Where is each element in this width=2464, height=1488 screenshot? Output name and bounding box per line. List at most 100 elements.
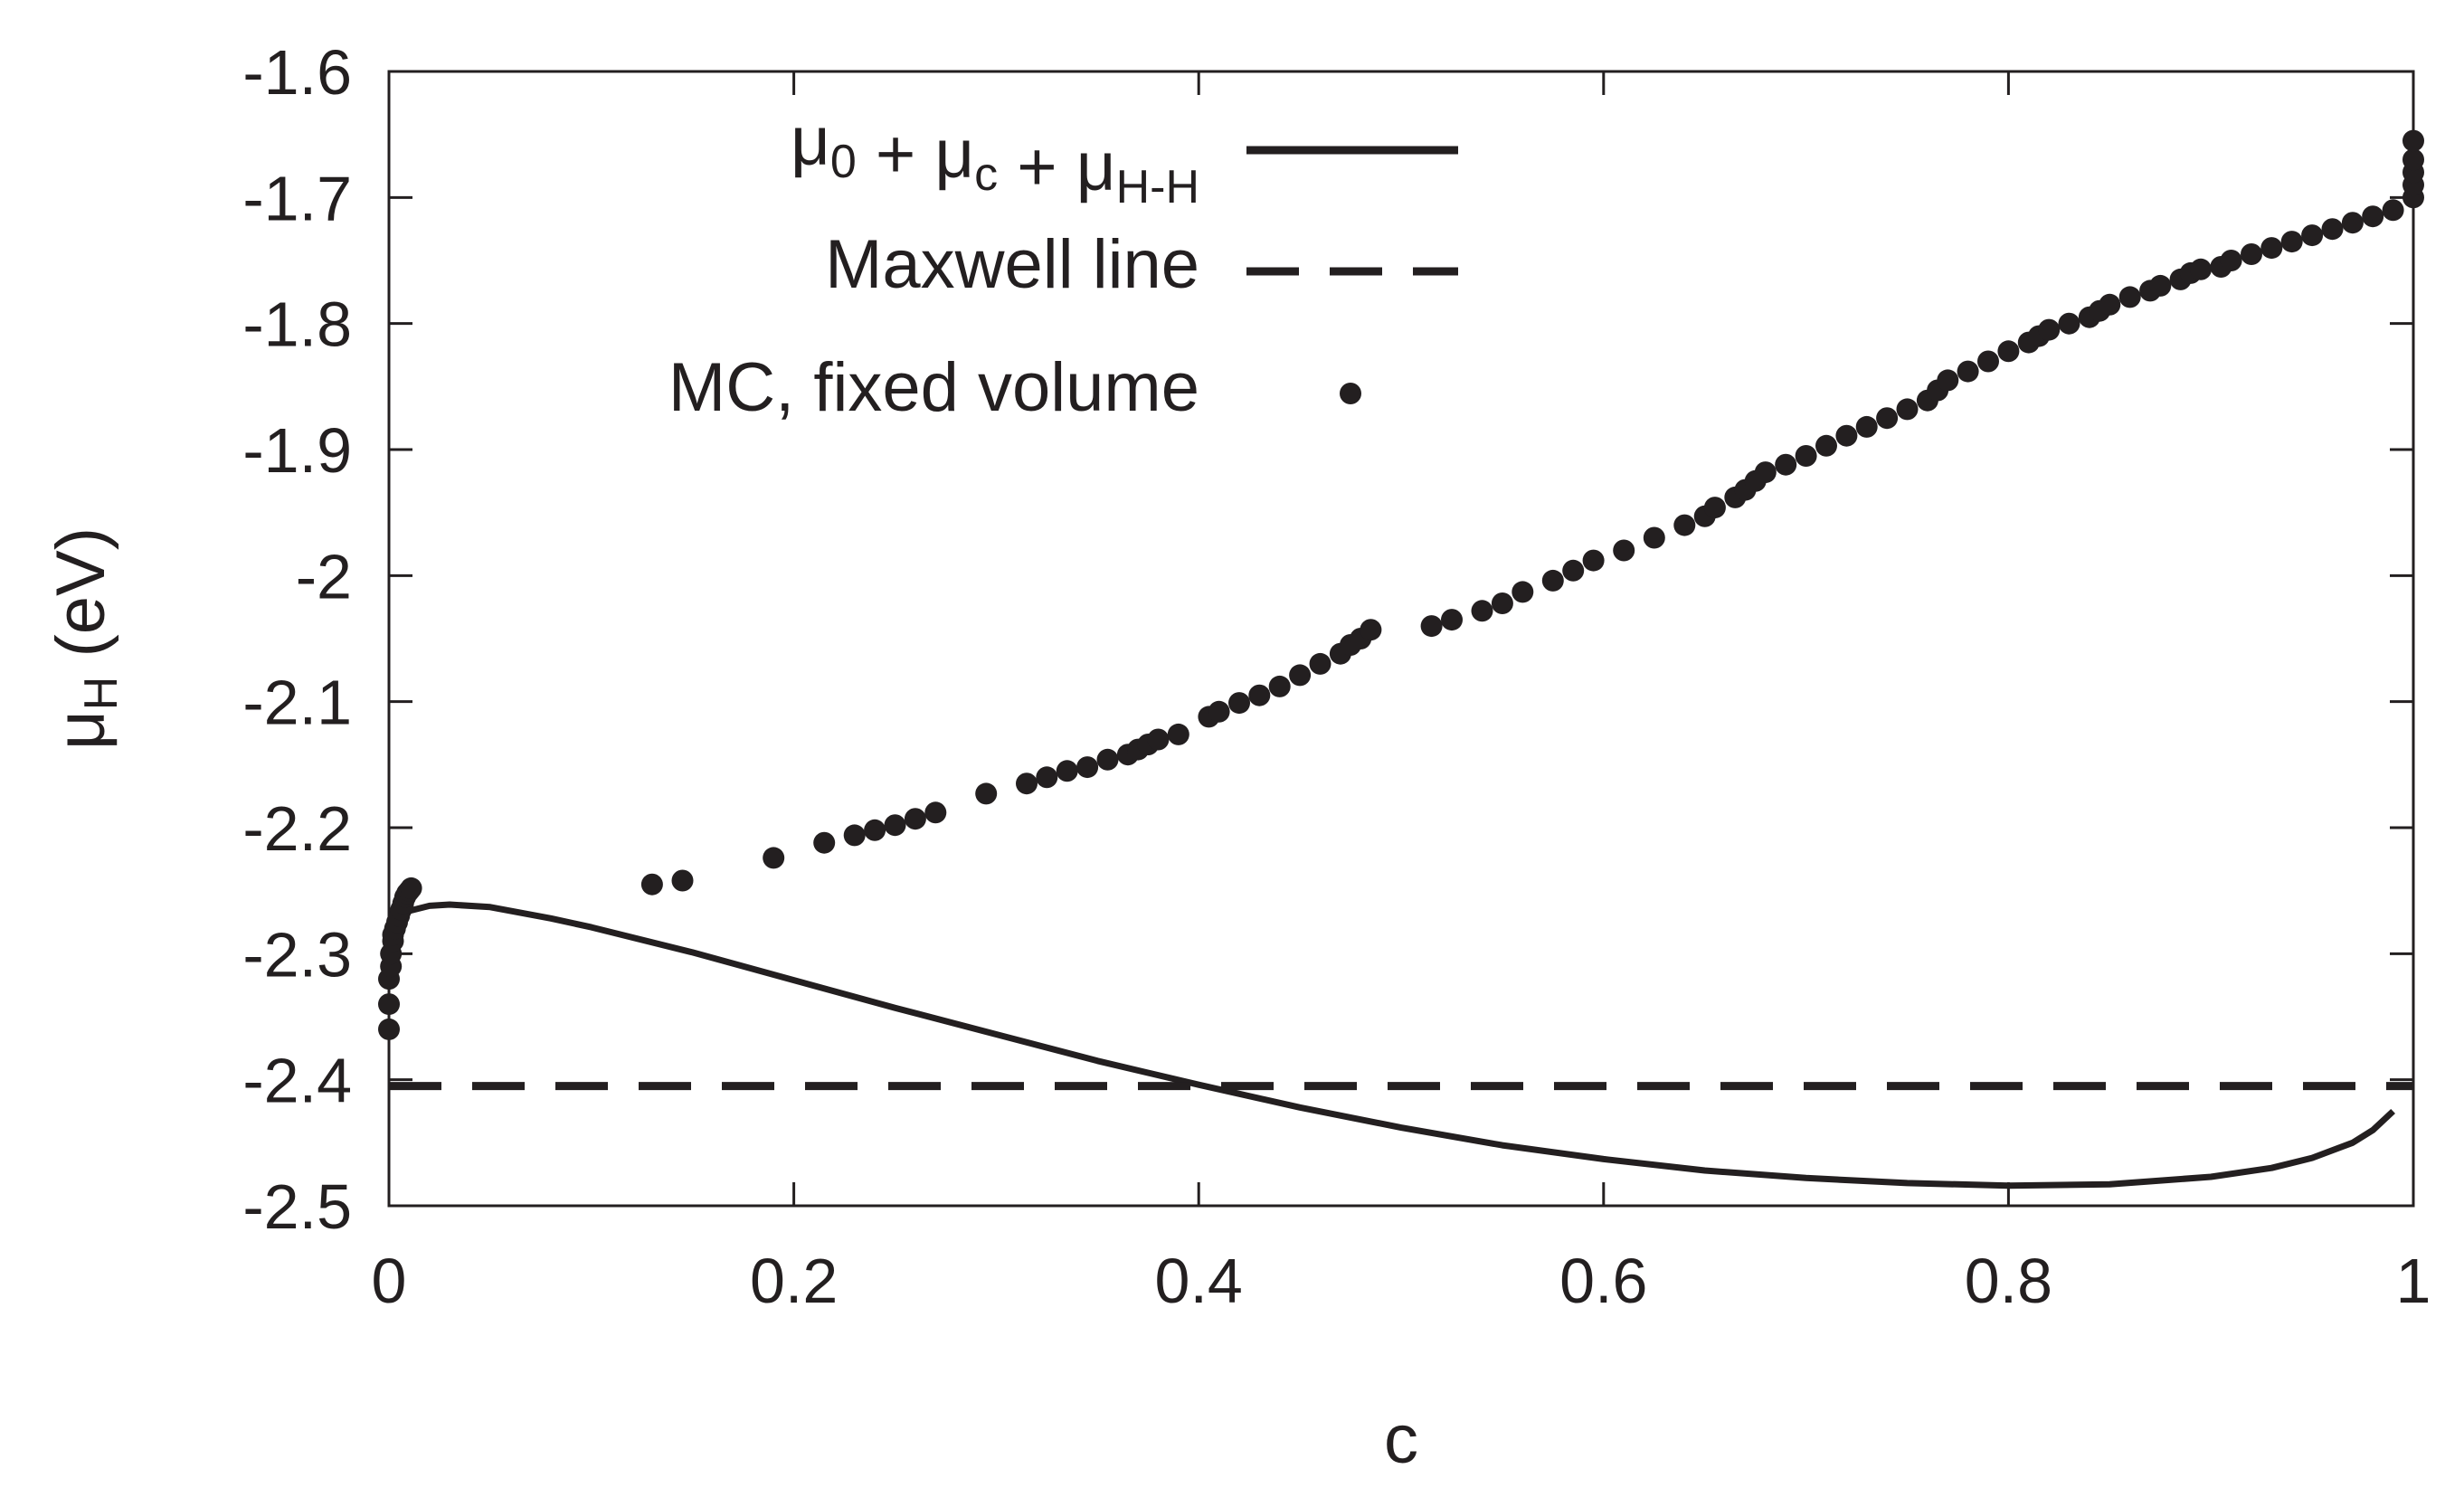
mc-data-point [2341,212,2364,234]
mc-data-point [2301,224,2324,247]
x-tick-label: 0.8 [1965,1246,2052,1316]
mc-data-point [1360,619,1382,641]
mc-data-point [640,873,663,896]
mc-data-point [843,824,866,847]
mc-data-point [1541,569,1564,592]
mc-data-point [1977,350,1999,373]
mc-data-point [1420,615,1443,638]
mc-data-point [2260,237,2283,260]
mc-data-point [1613,539,1635,562]
y-tick-label: -2.4 [242,1046,352,1116]
mc-data-point [1208,700,1230,723]
legend-label-part: + μ [998,128,1115,205]
y-tick-label: -2 [296,541,352,611]
series-layer [378,129,2424,1189]
mc-data-point [1643,526,1665,549]
x-tick-label: 1 [2396,1246,2431,1316]
mc-data-point [1471,600,1493,622]
y-tick-label: -1.7 [242,163,352,233]
legend: μ0 + μc + μH-H Maxwell line MC, fixed vo… [668,103,1458,426]
mc-data-point [1754,461,1777,484]
x-tick-label: 0.6 [1559,1246,1647,1316]
x-tick-label: 0.2 [750,1246,838,1316]
legend-label-part: μ [791,103,830,180]
y-tick-labels: -2.5 -2.4 -2.3 -2.2 -2.1 -2 -1.9 -1.8 -1.7 -1.6 [242,37,352,1242]
mc-data-point [1167,723,1189,745]
mc-data-point [1855,415,1878,438]
mc-data-point [2099,293,2121,316]
mc-data-point [2321,218,2344,241]
legend-label-part: + μ [857,116,974,193]
mc-data-point [904,808,926,830]
legend-label-subscript: H-H [1116,161,1199,213]
mc-data-point [975,782,998,805]
mc-data-point [2190,258,2212,280]
mc-data-point [1673,514,1696,536]
y-tick-label: -2.2 [242,793,352,864]
y-axis-label-unit: (eV) [43,527,119,677]
mc-data-point [1076,756,1099,779]
mc-data-point [2241,243,2262,265]
mc-data-point [1876,407,1899,430]
legend-sample-marker [1340,383,1361,404]
legend-label-subscript: c [974,148,998,201]
mc-data-point [1815,434,1837,457]
mc-data-point [1937,369,1959,392]
mc-data-point [1896,398,1919,421]
mc-data-point [1309,652,1332,675]
x-axis-label: c [1384,1401,1418,1478]
mc-data-point [671,869,694,892]
mc-data-point [2280,231,2303,253]
mc-data-point [1703,497,1726,519]
y-axis-label-main: μ [43,710,119,750]
series-solid-line [389,901,2395,1189]
mc-data-point [2038,318,2061,341]
mc-data-point [1441,609,1463,631]
y-axis-label-subscript: H [75,677,128,711]
mc-data-point [1036,766,1058,789]
mc-data-point [400,877,422,899]
y-tick-label: -2.3 [242,919,352,990]
mc-data-point [1147,728,1170,751]
legend-label-model: μ0 + μc + μH-H [791,103,1199,213]
x-tick-labels: 0 0.2 0.4 0.6 0.8 1 [372,1246,2431,1316]
mc-data-point [1997,340,2020,363]
mc-data-point [1268,675,1291,697]
mc-data-point [763,847,785,869]
legend-label-subscript: 0 [830,136,857,188]
mc-data-point [884,814,906,837]
mc-data-point [864,819,886,841]
mc-data-point [813,831,836,854]
mc-data-point [1289,664,1312,687]
mc-data-point [2118,286,2141,308]
mc-data-point [1957,360,1979,383]
mc-data-point [1096,748,1119,771]
mc-data-point [1582,549,1605,572]
mc-data-point [1795,445,1817,467]
x-tick-label: 0 [372,1246,407,1316]
y-tick-label: -2.1 [242,668,352,738]
y-tick-label: -2.5 [242,1171,352,1242]
plot-frame [387,70,2415,1208]
y-tick-label: -1.9 [242,415,352,486]
mc-data-point [1248,684,1271,706]
mc-data-point [1491,592,1513,614]
mc-data-point [2362,205,2384,228]
y-axis-label: μH (eV) [43,527,128,750]
mc-data-point [924,801,947,824]
mc-data-point [1016,772,1038,795]
mc-data-point [2382,199,2404,222]
mc-data-point [2058,312,2080,335]
mc-data-point [1228,692,1250,715]
mc-data-point [1775,453,1797,476]
mc-data-point [1835,424,1858,447]
mc-data-point [1056,760,1078,782]
mc-data-point [1562,559,1585,582]
mc-data-point [1512,581,1534,603]
legend-label-mc-fixed-volume: MC, fixed volume [668,349,1199,426]
legend-label-maxwell-line: Maxwell line [825,226,1199,303]
mc-data-point [2149,274,2172,297]
y-tick-label: -1.6 [242,37,352,108]
